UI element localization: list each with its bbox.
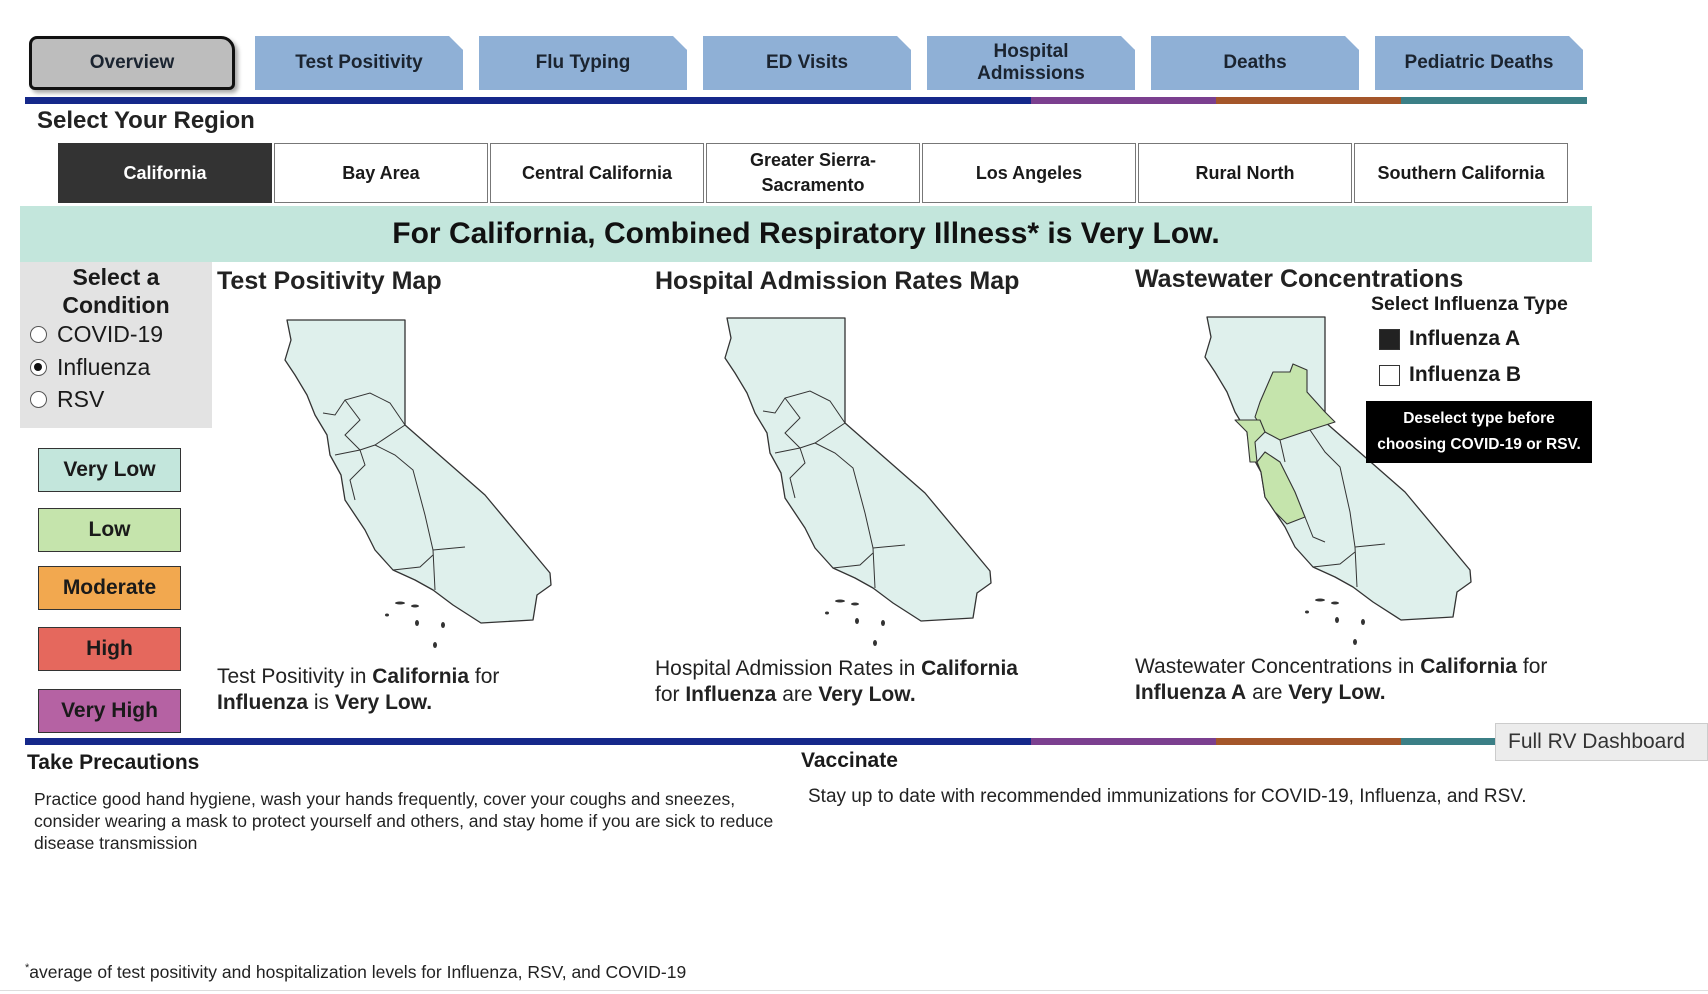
legend-label: Very Low xyxy=(63,458,156,481)
wastewater-map-title: Wastewater Concentrations xyxy=(1135,265,1464,293)
tooltip-line: choosing COVID-19 or RSV. xyxy=(1377,436,1581,453)
test-positivity-caption: Test Positivity in California for Influe… xyxy=(217,665,500,714)
tab-ed-visits[interactable]: ED Visits xyxy=(703,36,911,90)
influenza-type-tooltip: Deselect type before choosing COVID-19 o… xyxy=(1366,401,1592,463)
wastewater-caption: Wastewater Concentrations in California … xyxy=(1135,655,1548,704)
tab-label: Pediatric Deaths xyxy=(1404,52,1554,73)
banner-text: For California, Combined Respiratory Ill… xyxy=(392,217,1220,250)
test-positivity-map-title: Test Positivity Map xyxy=(217,267,442,295)
hospital-admission-map[interactable] xyxy=(715,313,1015,653)
influenza-type-heading: Select Influenza Type xyxy=(1371,293,1568,315)
condition-heading: Select a Condition xyxy=(62,264,170,318)
tab-label: Overview xyxy=(89,52,175,73)
legend-label: Moderate xyxy=(62,576,157,599)
tab-overview[interactable]: Overview xyxy=(29,36,235,90)
influenza-a-checkbox[interactable]: Influenza A xyxy=(1379,327,1520,351)
tab-pediatric-deaths[interactable]: Pediatric Deaths xyxy=(1375,36,1583,90)
tab-deaths[interactable]: Deaths xyxy=(1151,36,1359,90)
region-heading: Select Your Region xyxy=(37,107,255,134)
condition-label: Influenza xyxy=(57,354,151,380)
region-california[interactable]: California xyxy=(58,143,272,203)
bottom-divider xyxy=(0,990,1708,991)
legend-label: High xyxy=(86,637,133,660)
tab-label: Flu Typing xyxy=(535,52,631,73)
tab-label: ED Visits xyxy=(765,52,849,73)
wastewater-map[interactable] xyxy=(1195,312,1495,652)
condition-option-influenza[interactable]: Influenza xyxy=(30,354,150,381)
tab-flu-typing[interactable]: Flu Typing xyxy=(479,36,687,90)
region-los-angeles[interactable]: Los Angeles xyxy=(922,143,1136,203)
condition-label: COVID-19 xyxy=(57,321,164,347)
influenza-b-checkbox[interactable]: Influenza B xyxy=(1379,363,1521,387)
region-label: California xyxy=(123,162,207,183)
region-central-california[interactable]: Central California xyxy=(490,143,704,203)
legend-label: Very High xyxy=(61,699,158,722)
checkbox-icon xyxy=(1379,364,1400,386)
footnote-mark: * xyxy=(25,962,30,975)
color-divider-top xyxy=(25,97,1587,104)
region-rural-north[interactable]: Rural North xyxy=(1138,143,1352,203)
radio-icon xyxy=(30,326,47,343)
hospital-caption: Hospital Admission Rates in California f… xyxy=(655,657,1018,706)
condition-option-covid[interactable]: COVID-19 xyxy=(30,321,163,348)
legend-moderate: Moderate xyxy=(38,566,181,610)
condition-option-rsv[interactable]: RSV xyxy=(30,386,104,413)
condition-selector: Select a Condition COVID-19 Influenza RS… xyxy=(20,262,212,428)
region-label: Southern California xyxy=(1377,162,1545,183)
button-label: Full RV Dashboard xyxy=(1508,730,1686,753)
tab-hospital-admissions[interactable]: Hospital Admissions xyxy=(927,36,1135,90)
tab-test-positivity[interactable]: Test Positivity xyxy=(255,36,463,90)
legend-very-low: Very Low xyxy=(38,448,181,492)
region-southern-california[interactable]: Southern California xyxy=(1354,143,1568,203)
footnote: *average of test positivity and hospital… xyxy=(25,962,686,983)
legend-label: Low xyxy=(88,518,131,541)
checkbox-label: Influenza B xyxy=(1409,363,1522,386)
hospital-map-title: Hospital Admission Rates Map xyxy=(655,267,1020,295)
tab-label: Test Positivity xyxy=(295,52,423,73)
region-label: Los Angeles xyxy=(975,162,1083,183)
test-positivity-map[interactable] xyxy=(275,315,575,655)
region-greater-sierra-sacramento[interactable]: Greater Sierra-Sacramento xyxy=(706,143,920,203)
color-divider-bottom xyxy=(25,738,1495,745)
tab-label: Deaths xyxy=(1223,52,1287,73)
checkbox-label: Influenza A xyxy=(1409,327,1521,350)
tab-label: Hospital Admissions xyxy=(977,41,1085,84)
legend-low: Low xyxy=(38,508,181,552)
legend-very-high: Very High xyxy=(38,689,181,733)
condition-label: RSV xyxy=(57,386,105,412)
radio-selected-icon xyxy=(30,359,47,376)
status-banner: For California, Combined Respiratory Ill… xyxy=(20,206,1592,262)
legend-high: High xyxy=(38,627,181,671)
vaccinate-heading: Vaccinate xyxy=(801,749,898,772)
precautions-heading: Take Precautions xyxy=(27,751,200,774)
region-label: Greater Sierra-Sacramento xyxy=(749,150,877,195)
region-label: Rural North xyxy=(1195,162,1295,183)
full-rv-dashboard-button[interactable]: Full RV Dashboard xyxy=(1495,723,1708,761)
vaccinate-text: Stay up to date with recommended immuniz… xyxy=(808,786,1527,807)
footnote-text: average of test positivity and hospitali… xyxy=(29,962,687,982)
precautions-text: Practice good hand hygiene, wash your ha… xyxy=(34,789,774,853)
checkbox-checked-icon xyxy=(1379,328,1400,350)
radio-icon xyxy=(30,391,47,408)
region-label: Bay Area xyxy=(342,162,420,183)
region-label: Central California xyxy=(521,162,673,183)
tooltip-line: Deselect type before xyxy=(1403,410,1555,427)
region-bay-area[interactable]: Bay Area xyxy=(274,143,488,203)
